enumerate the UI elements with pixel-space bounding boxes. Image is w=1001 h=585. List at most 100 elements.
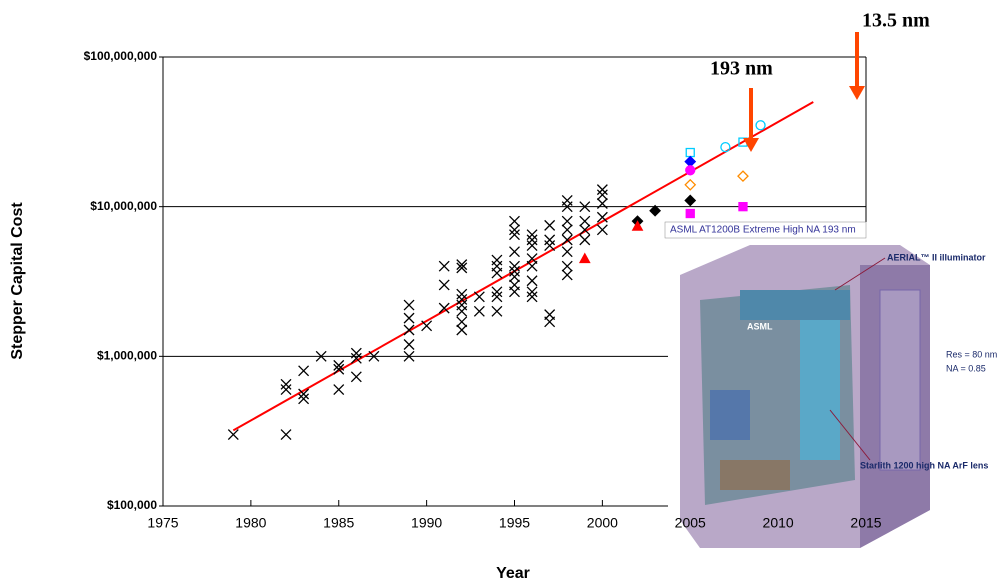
point	[280, 378, 292, 390]
annotation: 13.5 nm	[862, 10, 930, 32]
point	[456, 316, 468, 328]
point	[578, 252, 591, 264]
annotation: 193 nm	[710, 58, 773, 80]
point	[438, 302, 450, 314]
image-label: Starlith 1200 high NA ArF lens	[860, 460, 988, 470]
point	[280, 429, 292, 441]
caption-box	[664, 221, 867, 239]
x-tick-label: 1985	[323, 515, 354, 531]
point	[403, 350, 415, 362]
x-tick-label: 1980	[235, 515, 266, 531]
point	[649, 204, 662, 217]
point	[509, 271, 520, 283]
point	[526, 275, 538, 287]
point	[403, 299, 415, 311]
point	[509, 279, 520, 291]
marks	[227, 101, 814, 441]
point	[491, 305, 503, 317]
x-axis-title: Year	[496, 565, 530, 582]
point	[526, 260, 538, 272]
point	[579, 234, 591, 246]
point	[509, 265, 520, 277]
point	[350, 352, 362, 364]
point	[509, 260, 520, 272]
caption: ASML AT1200B Extreme High NA 193 nm	[670, 225, 856, 236]
point	[561, 195, 573, 206]
point	[509, 229, 520, 241]
point	[685, 165, 696, 176]
point	[596, 189, 608, 201]
x-tick-label: 1975	[147, 515, 178, 531]
point	[368, 350, 380, 362]
y-axis-title: Stepper Capital Cost	[9, 202, 26, 360]
point	[473, 291, 485, 303]
point	[561, 269, 573, 281]
illuminator	[740, 290, 850, 320]
point	[456, 259, 468, 271]
point	[350, 371, 362, 383]
lens	[800, 320, 840, 460]
point	[596, 198, 608, 209]
point	[561, 234, 573, 246]
point	[684, 178, 697, 191]
point	[438, 279, 450, 291]
point	[227, 429, 239, 441]
y-tick-label: $10,000,000	[90, 199, 157, 213]
point	[333, 363, 345, 375]
point	[720, 141, 731, 153]
point	[509, 224, 520, 236]
trend-line	[232, 101, 814, 432]
point	[579, 215, 591, 227]
point	[544, 309, 556, 321]
point	[403, 324, 415, 336]
point	[738, 202, 748, 212]
point	[509, 215, 520, 227]
point	[491, 291, 503, 303]
y-tick-label: $100,000	[107, 498, 157, 512]
point	[596, 224, 608, 236]
x-tick-label: 2010	[763, 515, 794, 531]
pointer	[829, 409, 871, 461]
point	[526, 286, 538, 298]
point	[491, 286, 503, 298]
point	[526, 253, 538, 265]
y-tick-label: $1,000,000	[97, 349, 157, 363]
arrow-head	[849, 86, 865, 100]
x-tick-label: 1995	[499, 515, 530, 531]
image-label: Res = 80 nm	[946, 349, 997, 359]
panel	[710, 390, 750, 440]
point	[579, 224, 591, 236]
point	[561, 215, 573, 227]
point	[755, 120, 766, 131]
point	[456, 262, 468, 274]
x-tick-label: 2005	[675, 515, 706, 531]
point	[526, 229, 538, 241]
point	[491, 254, 503, 266]
point	[544, 234, 556, 246]
image-label: NA = 0.85	[946, 363, 986, 373]
point	[298, 393, 310, 405]
point	[403, 312, 415, 324]
point	[596, 211, 608, 223]
point	[561, 260, 573, 272]
point	[333, 359, 345, 371]
point	[403, 339, 415, 350]
x-tick-label: 1990	[411, 515, 442, 531]
point	[280, 384, 292, 395]
point	[544, 219, 556, 231]
point	[737, 170, 749, 183]
x-tick-label: 2015	[850, 515, 881, 531]
point	[350, 347, 362, 359]
point	[526, 234, 538, 246]
point	[685, 147, 695, 158]
point	[579, 201, 591, 213]
point	[456, 299, 468, 311]
logo: ASML	[747, 321, 773, 331]
point	[315, 350, 327, 362]
point	[561, 246, 573, 258]
image-label: AERIAL™ II illuminator	[887, 252, 986, 262]
pointer	[834, 257, 886, 291]
point	[596, 184, 608, 196]
door	[879, 289, 921, 471]
x-tick-label: 2000	[587, 515, 618, 531]
